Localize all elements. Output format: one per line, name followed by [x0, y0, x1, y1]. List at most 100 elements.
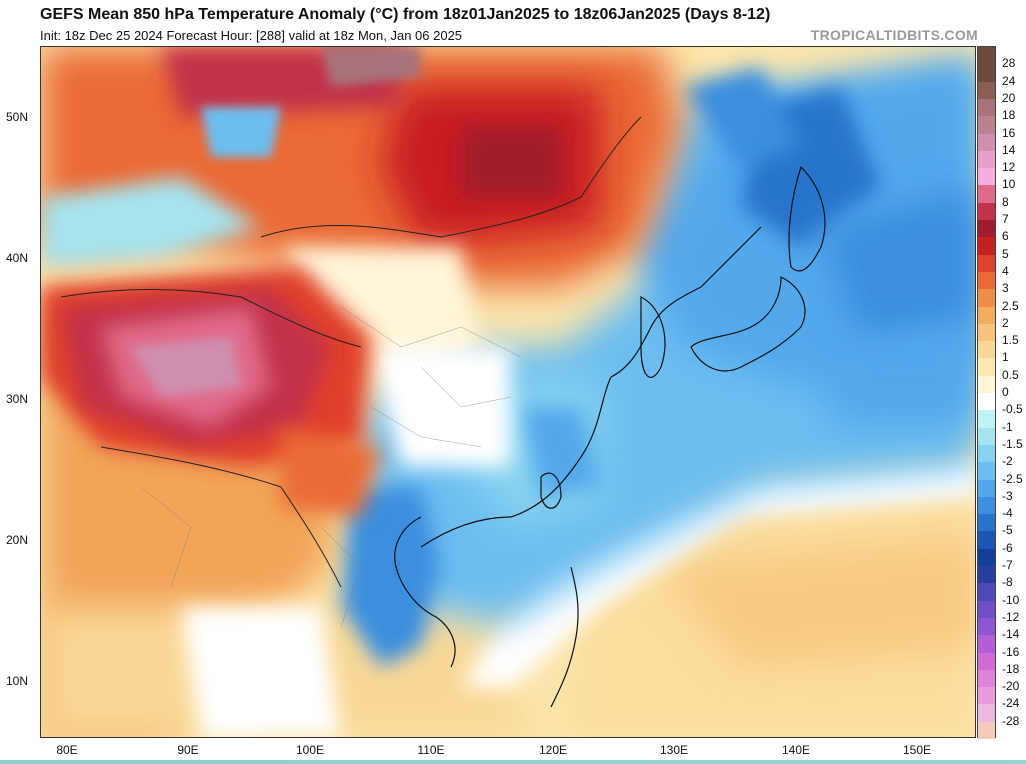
colorbar-cell	[978, 98, 995, 117]
colorbar-cell	[978, 323, 995, 342]
lat-label-10n: 10N	[6, 674, 29, 688]
lon-label-80e: 80E	[56, 743, 78, 757]
colorbar-cell-top	[978, 47, 995, 65]
colorbar-cell	[978, 514, 995, 532]
colorbar-cell	[978, 150, 995, 169]
colorbar-tick-label: 0	[1002, 385, 1009, 399]
colorbar-cell	[978, 566, 995, 584]
colorbar-tick-label: -6	[1002, 540, 1013, 555]
map-svg	[41, 47, 975, 737]
chart-subtitle: Init: 18z Dec 25 2024 Forecast Hour: [28…	[40, 28, 463, 43]
colorbar-cell	[978, 583, 995, 602]
colorbar-cell	[978, 237, 995, 256]
colorbar-tick-label: 3	[1002, 281, 1009, 296]
colorbar-cell	[978, 271, 995, 290]
colorbar-tick-label: 12	[1002, 160, 1016, 175]
colorbar-cell	[978, 444, 995, 463]
colorbar-cell	[978, 220, 995, 238]
colorbar-cell	[978, 341, 995, 359]
bottom-strip	[0, 760, 1026, 764]
colorbar-tick-label: 24	[1002, 73, 1016, 88]
lon-label-140e: 140E	[781, 743, 811, 757]
colorbar-tick-label: -5	[1002, 523, 1013, 538]
colorbar-tick-label: -7	[1002, 558, 1013, 572]
colorbar-cell	[978, 64, 995, 83]
colorbar-cell	[978, 133, 995, 152]
colorbar-cell	[978, 652, 995, 671]
colorbar-tick-label: 1	[1002, 350, 1009, 365]
colorbar-tick-label: 8	[1002, 194, 1009, 209]
colorbar-tick-label: -16	[1002, 644, 1020, 659]
country-borders	[60, 116, 642, 588]
colorbar-tick-label: -1.5	[1002, 436, 1023, 451]
colorbar-tick-label: -28	[1002, 713, 1020, 728]
colorbar-cell	[978, 254, 995, 273]
colorbar-tick-label: 7	[1002, 212, 1009, 226]
colorbar-cell	[978, 617, 995, 636]
lon-label-110e: 110E	[417, 743, 445, 757]
colorbar-tick-label: -3	[1002, 488, 1013, 503]
colorbar-tick-label: 20	[1002, 90, 1016, 105]
colorbar-cell	[978, 393, 995, 411]
colorbar-cell	[978, 687, 995, 705]
colorbar-cell	[978, 548, 995, 567]
colorbar-tick-label: 1.5	[1002, 333, 1019, 348]
colorbar-cell	[978, 635, 995, 653]
colorbar-cell	[978, 669, 995, 688]
anomaly-map[interactable]	[40, 46, 976, 738]
lon-label-100e: 100E	[295, 743, 325, 757]
colorbar-cell	[978, 600, 995, 619]
chart-title: GEFS Mean 850 hPa Temperature Anomaly (°…	[40, 6, 771, 23]
colorbar-tick-label: 6	[1002, 229, 1009, 244]
lat-label-20n: 20N	[6, 533, 29, 547]
colorbar-cell	[978, 358, 995, 377]
coastlines	[394, 165, 826, 708]
colorbar-tick-label: 14	[1002, 142, 1016, 157]
lat-label-30n: 30N	[6, 392, 29, 406]
brand-watermark[interactable]: TROPICALTIDBITS.COM	[810, 27, 978, 43]
colorbar-tick-label: -2	[1002, 454, 1013, 469]
colorbar-cell	[978, 306, 995, 325]
colorbar-cell	[978, 427, 995, 446]
colorbar-tick-label: 2.5	[1002, 298, 1019, 313]
lon-label-130e: 130E	[659, 743, 689, 757]
colorbar-tick-label: -10	[1002, 592, 1020, 607]
colorbar-cell-bottom	[978, 721, 995, 739]
colorbar-tick-label: 5	[1002, 246, 1009, 261]
colorbar-tick-label: -24	[1002, 696, 1020, 711]
colorbar-tick-label: -20	[1002, 679, 1020, 694]
colorbar-tick-label: -2.5	[1002, 471, 1023, 486]
colorbar-cell	[978, 375, 995, 394]
colorbar-cell	[978, 479, 995, 498]
colorbar-tick-label: -12	[1002, 609, 1020, 624]
colorbar-tick-label: 28	[1002, 56, 1016, 71]
admin-borders	[140, 306, 522, 628]
colorbar-cell	[978, 496, 995, 515]
colorbar-tick-label: 18	[1002, 108, 1016, 123]
colorbar-tick-label: -0.5	[1002, 402, 1023, 417]
colorbar-cell	[978, 462, 995, 480]
colorbar-cell	[978, 202, 995, 221]
colorbar-cell	[978, 168, 995, 186]
colorbar-cell	[978, 531, 995, 550]
colorbar-legend	[977, 46, 996, 740]
colorbar-tick-label: 2	[1002, 315, 1009, 330]
lon-label-90e: 90E	[177, 743, 199, 757]
colorbar-cell	[978, 185, 995, 204]
colorbar-tick-label: -1	[1002, 419, 1013, 434]
lat-label-50n: 50N	[6, 110, 29, 124]
anomaly-field	[41, 47, 975, 737]
lon-label-150e: 150E	[902, 743, 932, 757]
colorbar-tick-label: -8	[1002, 575, 1013, 590]
colorbar-tick-label: 16	[1002, 125, 1016, 140]
colorbar-tick-label: -14	[1002, 627, 1020, 642]
colorbar-cell	[978, 116, 995, 134]
lat-label-40n: 40N	[6, 251, 29, 265]
colorbar-tick-label: -4	[1002, 506, 1013, 521]
colorbar-tick-label: -18	[1002, 661, 1020, 676]
colorbar-tick-label: 10	[1002, 177, 1016, 192]
colorbar-tick-label: 4	[1002, 263, 1009, 278]
colorbar-tick-label: 0.5	[1002, 367, 1019, 382]
colorbar-cell	[978, 704, 995, 723]
lon-label-120e: 120E	[538, 743, 568, 757]
